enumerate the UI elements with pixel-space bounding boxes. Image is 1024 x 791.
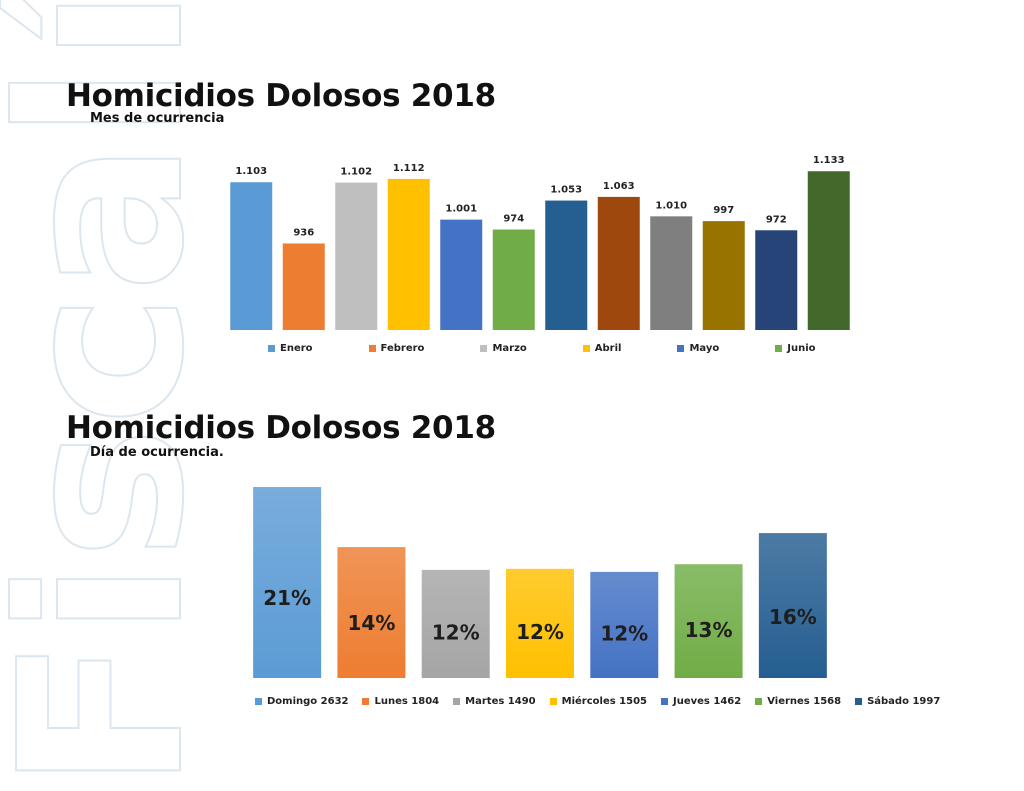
bar-month-8 [597, 196, 640, 330]
bar-month-7 [545, 200, 588, 330]
value-label-month-12: 1.133 [813, 155, 845, 166]
legend-label: Febrero [380, 343, 425, 354]
legend-swatch [549, 698, 557, 705]
legend-swatch [661, 698, 668, 705]
bar-sábado [758, 533, 827, 678]
chart1-subtitle: Mes de ocurrencia [90, 111, 225, 126]
chart1-title: Homicidios Dolosos 2018 [66, 78, 496, 114]
percent-label-viernes: 13% [685, 618, 733, 642]
bar-month-1 [230, 182, 273, 330]
value-label-month-2: 936 [293, 227, 314, 238]
chart2-subtitle: Día de ocurrencia. [90, 445, 224, 460]
bar-month-9 [650, 216, 693, 330]
value-label-month-3: 1.102 [340, 167, 372, 178]
bar-jueves [590, 571, 659, 678]
percent-label-miércoles: 12% [516, 620, 564, 644]
percent-label-domingo: 21% [263, 586, 311, 610]
bar-month-4 [387, 178, 430, 330]
legend-label: Abril [594, 343, 622, 354]
legend-label: Domingo 2632 [267, 696, 349, 707]
legend-item: Febrero [368, 343, 425, 354]
percent-label-sábado: 16% [769, 605, 817, 629]
bar-month-12 [807, 171, 850, 330]
value-label-month-8: 1.063 [603, 181, 635, 192]
monthly-bar-chart: 1.103 936 1.102 1.112 1.001 974 1.053 1.063 1.01… [230, 155, 850, 330]
legend-label: Viernes 1568 [767, 696, 842, 707]
bar-month-5 [440, 219, 483, 330]
bar-lunes [337, 547, 406, 678]
bar-month-2 [282, 243, 325, 330]
legend-item: Domingo 2632 [255, 696, 348, 707]
legend-item: Miércoles 1505 [549, 696, 647, 707]
bar-martes [421, 569, 490, 678]
legend-label: Mayo [689, 343, 720, 354]
legend-label: Sábado 1997 [867, 696, 941, 707]
bar-month-6 [492, 229, 535, 330]
legend-item: Enero [268, 343, 313, 354]
legend-item: Viernes 1568 [755, 696, 841, 707]
legend-label: Marzo [492, 343, 527, 354]
value-label-month-5: 1.001 [445, 204, 477, 215]
legend-label: Junio [787, 343, 816, 354]
percent-label-lunes: 14% [347, 611, 395, 635]
legend-label: Martes 1490 [465, 696, 536, 707]
legend-item: Mayo [677, 343, 719, 354]
bar-month-3 [335, 182, 378, 330]
legend-label: Jueves 1462 [673, 696, 742, 707]
weekday-bar-chart: 21% 14% 12% 12% 12% 13% 16% [253, 487, 827, 678]
value-label-month-4: 1.112 [393, 163, 425, 174]
legend-swatch [362, 698, 370, 705]
percent-label-jueves: 12% [600, 621, 648, 645]
value-label-month-6: 974 [503, 214, 524, 225]
chart1-legend: Enero Febrero Marzo Abril Mayo Junio [268, 343, 872, 354]
value-label-month-10: 997 [713, 205, 734, 216]
value-label-month-9: 1.010 [655, 200, 687, 211]
legend-swatch [453, 698, 461, 705]
legend-swatch [582, 345, 590, 352]
legend-swatch [480, 345, 488, 352]
bar-viernes [674, 564, 743, 678]
legend-swatch [855, 698, 863, 705]
legend-swatch [368, 345, 376, 352]
legend-swatch [677, 345, 685, 352]
chart2-title: Homicidios Dolosos 2018 [66, 410, 496, 446]
legend-item: Junio [775, 343, 816, 354]
legend-label: Enero [280, 343, 313, 354]
value-label-month-11: 972 [766, 214, 787, 225]
value-label-month-7: 1.053 [550, 185, 582, 196]
legend-label: Miércoles 1505 [561, 696, 647, 707]
legend-label: Lunes 1804 [374, 696, 440, 707]
legend-item: Jueves 1462 [661, 696, 741, 707]
legend-item: Martes 1490 [453, 696, 536, 707]
bar-miércoles [506, 568, 574, 678]
percent-label-martes: 12% [432, 621, 480, 645]
legend-item: Marzo [480, 343, 527, 354]
legend-swatch [268, 345, 275, 352]
legend-item: Abril [582, 343, 622, 354]
legend-item: Sábado 1997 [855, 696, 940, 707]
chart2-legend: Domingo 2632 Lunes 1804 Martes 1490 Miércol… [255, 696, 954, 707]
legend-swatch [775, 345, 783, 352]
bar-month-10 [702, 221, 745, 330]
legend-swatch [255, 698, 262, 705]
legend-item: Lunes 1804 [362, 696, 439, 707]
value-label-month-1: 1.103 [235, 166, 267, 177]
legend-swatch [755, 698, 763, 705]
bar-month-11 [755, 230, 798, 330]
bar-domingo [253, 487, 322, 678]
